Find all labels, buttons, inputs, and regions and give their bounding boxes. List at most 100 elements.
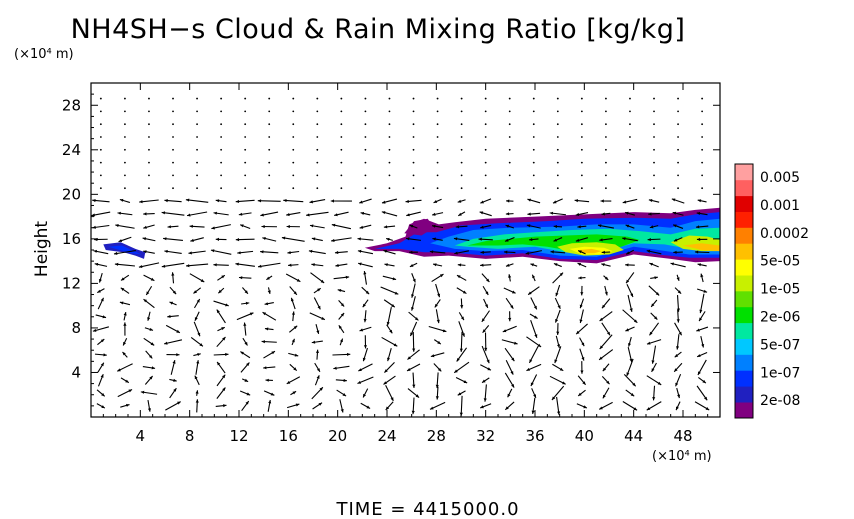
wind-arrowhead	[406, 237, 410, 241]
wind-arrowhead	[601, 263, 605, 267]
wind-dot	[412, 161, 415, 164]
wind-arrowhead	[696, 328, 700, 332]
wind-arrow	[622, 309, 638, 324]
wind-dot	[580, 187, 583, 190]
wind-arrowhead	[597, 224, 602, 228]
time-label: TIME = 4415000.0	[335, 499, 519, 519]
y-tick-label: 20	[62, 185, 81, 203]
wind-dot	[412, 97, 415, 100]
wind-arrowhead	[459, 348, 463, 352]
wind-arrowhead	[576, 330, 580, 335]
wind-dot	[508, 161, 511, 164]
wind-arrowhead	[317, 288, 321, 292]
wind-arrow	[115, 224, 135, 229]
wind-arrowhead	[553, 263, 558, 267]
wind-dot	[172, 110, 174, 113]
wind-arrowhead	[210, 249, 215, 253]
wind-dot	[244, 110, 247, 113]
wind-arrowhead	[245, 301, 250, 305]
wind-arrowhead	[432, 212, 436, 216]
colorbar-label: 0.0002	[760, 226, 809, 242]
wind-arrowhead	[91, 213, 95, 217]
wind-arrowhead	[554, 359, 558, 363]
wind-dot	[653, 97, 655, 100]
wind-arrowhead	[437, 340, 441, 345]
wind-dot	[556, 136, 559, 138]
wind-arrowhead	[655, 292, 660, 296]
wind-arrowhead	[700, 273, 704, 278]
wind-dot	[436, 148, 439, 151]
y-axis-label: Height	[32, 221, 52, 278]
wind-arrow	[331, 224, 352, 230]
colorbar-label: 0.005	[760, 170, 800, 186]
wind-dot	[436, 187, 439, 190]
wind-dot	[196, 161, 198, 164]
wind-arrow	[139, 199, 159, 203]
wind-arrowhead	[629, 308, 633, 312]
wind-arrowhead	[654, 276, 658, 280]
wind-arrowhead	[529, 359, 533, 363]
wind-arrowhead	[293, 291, 297, 295]
wind-arrowhead	[430, 406, 434, 410]
wind-dot	[460, 123, 463, 126]
wind-arrowhead	[235, 262, 239, 266]
wind-arrowhead	[200, 279, 205, 282]
wind-dot	[605, 97, 607, 100]
wind-dot	[172, 123, 174, 126]
wind-arrowhead	[150, 342, 155, 346]
wind-dot	[605, 161, 607, 164]
wind-arrowhead	[630, 293, 633, 297]
wind-arrowhead	[559, 272, 563, 276]
wind-arrowhead	[630, 393, 635, 397]
wind-arrowhead	[331, 238, 335, 242]
wind-arrowhead	[164, 249, 168, 253]
wind-arrowhead	[114, 251, 118, 255]
wind-dot	[172, 161, 174, 164]
wind-arrowhead	[335, 263, 339, 267]
wind-arrowhead	[602, 304, 606, 309]
wind-dot	[292, 187, 295, 190]
wind-arrowhead	[122, 352, 126, 356]
wind-dot	[436, 136, 439, 138]
colorbar-swatch	[735, 291, 753, 308]
wind-arrowhead	[172, 290, 177, 295]
wind-dot	[316, 174, 319, 177]
wind-dot	[605, 187, 607, 190]
wind-arrowhead	[575, 238, 580, 242]
wind-dot	[460, 161, 463, 164]
wind-arrowhead	[405, 199, 409, 203]
wind-arrowhead	[240, 224, 244, 228]
wind-arrowhead	[457, 392, 462, 396]
wind-dot	[605, 110, 607, 113]
wind-dot	[148, 187, 150, 190]
wind-dot	[532, 136, 535, 138]
wind-arrowhead	[257, 199, 262, 203]
colorbar-swatch	[735, 275, 753, 292]
wind-arrow	[185, 263, 209, 267]
wind-arrowhead	[487, 367, 491, 371]
wind-arrowhead	[363, 318, 367, 323]
wind-dot	[340, 136, 343, 138]
wind-arrowhead	[409, 250, 413, 254]
wind-arrowhead	[94, 262, 99, 266]
wind-dot	[556, 123, 559, 126]
wind-arrowhead	[359, 328, 364, 332]
wind-arrowhead	[651, 303, 655, 307]
wind-arrow	[257, 200, 281, 202]
wind-arrowhead	[481, 318, 485, 322]
wind-dot	[292, 97, 295, 100]
wind-arrowhead	[345, 275, 350, 279]
wind-arrowhead	[482, 379, 486, 383]
wind-arrowhead	[412, 278, 416, 283]
wind-arrowhead	[579, 319, 583, 323]
wind-arrowhead	[699, 309, 703, 314]
cloud-band-east-hot	[683, 243, 720, 252]
colorbar-swatch	[735, 338, 753, 355]
wind-arrowhead	[527, 198, 531, 202]
wind-arrowhead	[197, 332, 201, 337]
wind-arrowhead	[676, 406, 679, 411]
wind-dot	[340, 97, 343, 100]
wind-arrowhead	[479, 211, 484, 215]
wind-arrowhead	[463, 380, 468, 383]
wind-dot	[412, 110, 415, 113]
